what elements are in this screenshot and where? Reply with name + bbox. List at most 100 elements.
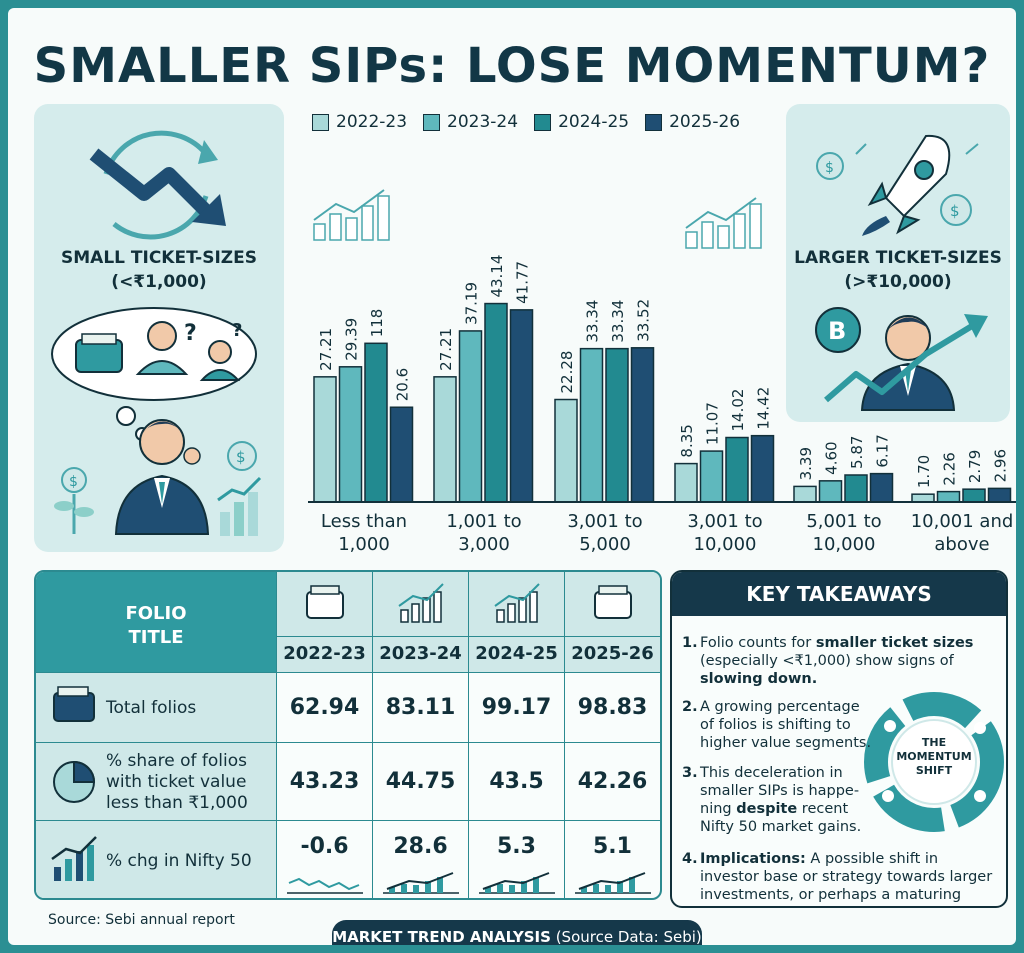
takeaway-item: 2. A growing percentage of folios is shift… <box>682 698 871 752</box>
larger-ticket-label: LARGER TICKET-SIZES <box>794 248 1002 268</box>
nifty-change-value: 28.6 <box>393 834 448 859</box>
growth-chart-icon <box>398 583 444 623</box>
svg-text:?: ? <box>184 321 197 346</box>
category-label: 10,001 and above <box>910 511 1014 555</box>
bar-2022-23-cat-4 <box>793 485 817 503</box>
mini-trend-icon <box>575 872 651 894</box>
folio-table: FOLIO TITLE 2022-23 2023-24 2024-25 2025… <box>34 570 662 900</box>
year-header: 2023-24 <box>372 636 468 672</box>
takeaway-text: Implications: A possible shift in investo… <box>700 851 993 906</box>
bar-2025-26-cat-1 <box>509 309 534 503</box>
svg-text:$: $ <box>236 448 246 466</box>
data-label: 33.52 <box>635 299 653 342</box>
year-icon-cell <box>564 572 660 636</box>
key-takeaways-title: KEY TAKEAWAYS <box>672 572 1006 616</box>
bar-chart: 27.21 29.39 118 20.6 27.21 37.19 43.14 41.77 22.… <box>294 102 1016 562</box>
takeaway-number: 4. <box>682 851 698 867</box>
data-label: 11.07 <box>704 402 722 445</box>
mini-trend-icon <box>287 877 363 894</box>
mini-trend-icon <box>383 872 459 894</box>
table-cell: 43.5 <box>468 742 564 820</box>
data-label: 22.28 <box>558 351 576 394</box>
category-label: 1,001 to 3,000 <box>446 511 522 555</box>
legend-label: 2023-24 <box>447 112 519 132</box>
bar-2023-24-cat-4 <box>818 480 843 503</box>
mini-bar-chart-icon <box>313 189 390 241</box>
row-label-cell: % chg in Nifty 50 <box>36 820 276 898</box>
confident-man-icon <box>860 315 956 411</box>
growth-chart-icon <box>51 836 97 881</box>
mini-trend-icon <box>479 872 555 894</box>
data-label: 37.19 <box>463 282 481 325</box>
bar-2024-25-cat-5 <box>962 488 986 503</box>
year-header: 2022-23 <box>276 636 372 672</box>
year-icon-cell <box>372 572 468 636</box>
bar-2024-25-cat-2 <box>605 347 629 503</box>
bar-2023-24-cat-2 <box>579 347 604 503</box>
bar-2025-26-cat-4 <box>869 472 894 503</box>
legend-swatch <box>312 113 329 131</box>
table-header: FOLIO TITLE <box>36 572 276 672</box>
bar-2024-25-cat-4 <box>844 474 868 503</box>
data-label: 1.70 <box>915 455 933 488</box>
category-label: 3,001 to 10,000 <box>687 511 763 555</box>
table-cell: 83.11 <box>372 672 468 742</box>
table-cell: 44.75 <box>372 742 468 820</box>
row-label: % share of folios with ticket value less… <box>106 750 248 813</box>
bitcoin-icon: B <box>815 307 861 353</box>
takeaway-number: 3. <box>682 765 698 781</box>
bar-2022-23-cat-0 <box>313 376 337 503</box>
bar-2022-23-cat-3 <box>674 462 698 503</box>
row-label-cell: Total folios <box>36 672 276 742</box>
bar-2022-23-cat-2 <box>554 398 578 503</box>
legend-item-2022-23: 2022-23 <box>312 112 407 132</box>
key-takeaways-box: KEY TAKEAWAYS THE MOMENTUM SHIFT 1. Folio… <box>670 570 1008 908</box>
bar-2024-25-cat-3 <box>725 436 749 503</box>
bar-2025-26-cat-5 <box>987 487 1012 503</box>
small-ticket-label: SMALL TICKET-SIZES <box>61 248 257 268</box>
small-ticket-panel: ? ? $ <box>34 104 284 552</box>
data-label: 118 <box>368 309 386 338</box>
data-label: 3.39 <box>797 447 815 480</box>
legend-label: 2025-26 <box>669 112 741 132</box>
legend-swatch <box>423 113 441 131</box>
legend-label: 2024-25 <box>558 112 630 132</box>
small-ticket-illustration: ? ? $ <box>51 130 262 536</box>
legend-swatch <box>645 113 663 131</box>
bar-2023-24-cat-1 <box>458 330 483 503</box>
data-label: 33.34 <box>584 300 602 343</box>
declining-arrow-icon <box>89 130 226 240</box>
wallet-icon <box>594 585 632 619</box>
bar-2025-26-cat-0 <box>389 406 414 503</box>
table-cell: 62.94 <box>276 672 372 742</box>
year-icon-cell <box>276 572 372 636</box>
worried-man-icon <box>114 419 210 535</box>
table-cell: -0.6 <box>276 820 372 898</box>
table-cell: 5.3 <box>468 820 564 898</box>
footer-band: MARKET TREND ANALYSIS (Source Data: Sebi… <box>332 920 702 945</box>
takeaway-number: 1. <box>682 635 698 651</box>
bar-2022-23-cat-5 <box>911 493 935 503</box>
bar-2024-25-cat-1 <box>484 302 508 503</box>
mini-growth-chart-icon: $ <box>217 441 262 536</box>
nifty-change-value: -0.6 <box>300 834 349 859</box>
data-label: 43.14 <box>488 255 506 298</box>
rocket-icon <box>855 134 979 236</box>
table-cell: 43.23 <box>276 742 372 820</box>
svg-text:$: $ <box>69 474 78 490</box>
small-ticket-range: (<₹1,000) <box>111 272 207 292</box>
bar-2025-26-cat-2 <box>630 347 655 503</box>
data-label: 29.39 <box>343 318 361 361</box>
data-label: 41.77 <box>514 261 532 304</box>
data-label: 14.42 <box>755 387 773 430</box>
category-label: Less than 1,000 <box>320 511 408 555</box>
data-label: 4.60 <box>823 441 841 474</box>
row-label: Total folios <box>106 697 197 718</box>
data-label: 27.21 <box>317 328 335 371</box>
legend-item-2023-24: 2023-24 <box>423 112 518 132</box>
svg-text:B: B <box>828 317 846 345</box>
thought-cloud-icon: ? ? <box>51 307 257 441</box>
data-label: 2.26 <box>941 452 959 485</box>
table-header-text: FOLIO TITLE <box>125 603 187 648</box>
data-label: 33.34 <box>609 300 627 343</box>
